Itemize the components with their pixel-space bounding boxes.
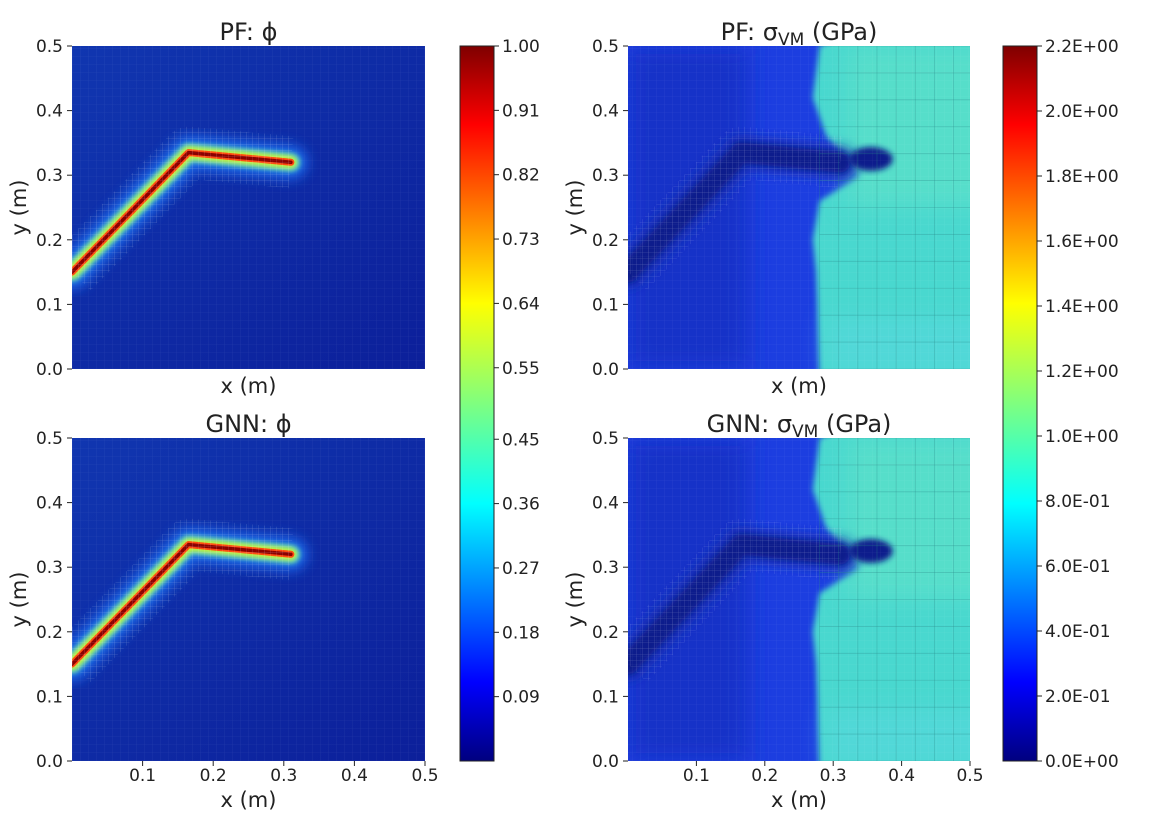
y-tick-label: 0.0 <box>36 360 63 380</box>
y-tick-label: 0.2 <box>36 623 63 643</box>
colorbar-tick-label: 0.27 <box>502 559 540 579</box>
x-axis-label: x (m) <box>221 788 277 812</box>
colorbar-tick-label: 1.6E+00 <box>1045 232 1119 252</box>
mesh-overlay <box>628 438 970 761</box>
panel-title: PF: ϕ <box>220 18 278 46</box>
colorbar-tick-label: 1.2E+00 <box>1045 362 1119 382</box>
colorbar-tick-label: 0.0E+00 <box>1045 752 1119 772</box>
x-tick-label: 0.1 <box>683 766 710 786</box>
y-tick-label: 0.5 <box>36 37 63 57</box>
plot-area <box>628 46 970 369</box>
x-tick-label: 0.3 <box>270 766 297 786</box>
x-axis-label: x (m) <box>771 788 827 812</box>
colorbar-tick-label: 2.2E+00 <box>1045 37 1119 57</box>
y-tick-label: 0.4 <box>36 494 63 514</box>
y-tick-label: 0.2 <box>592 231 619 251</box>
panel-gnn-stress: GNN: σVM (GPa) 0.0 0.1 0.2 0.3 0.4 0.5 0.1 0.2 0.… <box>563 410 984 812</box>
colorbar-tick-label: 0.64 <box>502 294 540 314</box>
x-tick-label: 0.4 <box>341 766 368 786</box>
y-tick-label: 0.4 <box>592 102 619 122</box>
colorbar-phase: 1.00 0.91 0.82 0.73 0.64 0.55 0.45 0.36 0.27 0.18… <box>459 37 540 762</box>
panel-gnn-phase: GNN: ϕ 0.0 0.1 0.2 0.3 0.4 0.5 0.1 0.2 0.3 0.4 0.5 x… <box>7 410 439 812</box>
mesh-overlay <box>72 46 425 369</box>
y-tick-label: 0.4 <box>36 102 63 122</box>
panel-title: GNN: σVM (GPa) <box>707 410 892 442</box>
colorbar-tick-label: 8.0E-01 <box>1045 492 1111 512</box>
x-tick-label: 0.2 <box>751 766 778 786</box>
y-axis-label: y (m) <box>563 572 587 628</box>
panel-pf-stress: PF: σVM (GPa) 0.0 0.1 0.2 0.3 0.4 0.5 x (m) y (m… <box>563 18 970 398</box>
y-axis-label: y (m) <box>7 572 31 628</box>
plot-area <box>72 438 425 761</box>
x-axis-label: x (m) <box>221 374 277 398</box>
x-tick-label: 0.5 <box>411 766 438 786</box>
y-tick-label: 0.5 <box>36 429 63 449</box>
colorbar-tick-label: 0.91 <box>502 101 540 121</box>
colorbar-tick-label: 6.0E-01 <box>1045 557 1111 577</box>
x-tick-label: 0.4 <box>888 766 915 786</box>
colorbar-tick-label: 0.82 <box>502 166 540 186</box>
y-tick-label: 0.3 <box>36 166 63 186</box>
mesh-overlay <box>628 46 970 369</box>
y-tick-label: 0.5 <box>592 429 619 449</box>
x-tick-label: 0.5 <box>956 766 983 786</box>
y-tick-label: 0.0 <box>36 752 63 772</box>
colorbar-tick-label: 1.8E+00 <box>1045 167 1119 187</box>
colorbar-tick-label: 4.0E-01 <box>1045 622 1111 642</box>
x-tick-label: 0.1 <box>129 766 156 786</box>
y-tick-label: 0.5 <box>592 37 619 57</box>
plot-area <box>628 438 970 761</box>
y-tick-label: 0.4 <box>592 494 619 514</box>
y-tick-label: 0.0 <box>592 752 619 772</box>
mesh-overlay <box>72 438 425 761</box>
y-tick-label: 0.0 <box>592 360 619 380</box>
coarse-mesh <box>819 438 970 761</box>
y-tick-label: 0.1 <box>592 295 619 315</box>
colorbar-tick-label: 0.73 <box>502 230 540 250</box>
colorbar-tick-label: 0.18 <box>502 623 540 643</box>
x-tick-label: 0.3 <box>820 766 847 786</box>
colorbar-gradient <box>1002 45 1038 762</box>
colorbar-tick-label: 1.4E+00 <box>1045 297 1119 317</box>
panel-title: PF: σVM (GPa) <box>721 18 878 50</box>
colorbar-tick-label: 0.36 <box>502 495 540 515</box>
y-tick-label: 0.1 <box>36 687 63 707</box>
x-tick-label: 0.2 <box>200 766 227 786</box>
colorbar-tick-label: 1.00 <box>502 37 540 57</box>
panel-pf-phase: PF: ϕ 0.0 0.1 0.2 0.3 0.4 0.5 x (m) y (m) <box>7 18 425 398</box>
colorbar-tick-label: 2.0E-01 <box>1045 687 1111 707</box>
panel-title: GNN: ϕ <box>205 410 291 438</box>
y-tick-label: 0.3 <box>592 166 619 186</box>
colorbar-stress: 2.2E+00 2.0E+00 1.8E+00 1.6E+00 1.4E+00 1.2E+… <box>1002 37 1119 772</box>
y-tick-label: 0.2 <box>36 231 63 251</box>
colorbar-tick-label: 2.0E+00 <box>1045 102 1119 122</box>
y-axis-label: y (m) <box>563 180 587 236</box>
colorbar-tick-label: 0.09 <box>502 688 540 708</box>
plot-area <box>72 46 425 369</box>
y-axis-label: y (m) <box>7 180 31 236</box>
coarse-mesh <box>819 46 970 369</box>
y-tick-label: 0.3 <box>36 558 63 578</box>
colorbar-tick-label: 0.55 <box>502 359 540 379</box>
colorbar-tick-label: 1.0E+00 <box>1045 427 1119 447</box>
x-axis-label: x (m) <box>771 374 827 398</box>
y-tick-label: 0.2 <box>592 623 619 643</box>
colorbar-tick-label: 0.45 <box>502 430 540 450</box>
colorbar-gradient <box>459 45 495 762</box>
y-tick-label: 0.3 <box>592 558 619 578</box>
y-tick-label: 0.1 <box>36 295 63 315</box>
y-tick-label: 0.1 <box>592 687 619 707</box>
